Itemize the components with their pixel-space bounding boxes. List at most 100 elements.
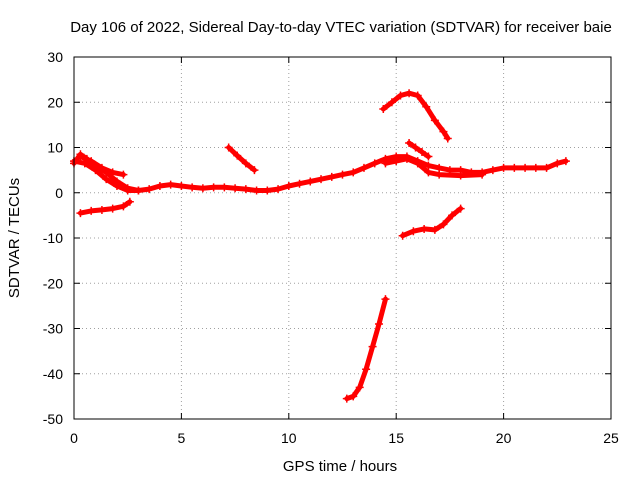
data-point-marker [112, 181, 121, 190]
data-point-marker [387, 98, 396, 107]
data-point-marker [424, 168, 433, 177]
data-point-marker [430, 225, 439, 234]
data-point-marker [424, 152, 433, 161]
data-point-marker [359, 163, 368, 172]
data-point-marker [417, 148, 426, 157]
series-arc-peak [379, 89, 452, 143]
data-point-marker [252, 186, 261, 195]
y-tick-label: 20 [47, 94, 63, 110]
data-point-marker [405, 138, 414, 147]
data-point-marker [97, 205, 106, 214]
data-point-marker [155, 181, 164, 190]
data-point-marker [411, 143, 420, 152]
series-line [344, 296, 388, 402]
series-steep-rise [342, 295, 390, 403]
data-point-marker [510, 163, 519, 172]
data-point-marker [531, 163, 540, 172]
data-point-marker [349, 168, 358, 177]
data-point-marker [368, 342, 377, 351]
data-point-marker [439, 220, 448, 229]
y-tick-label: 0 [55, 185, 63, 201]
data-point-marker [398, 231, 407, 240]
data-point-marker [422, 102, 431, 111]
data-point-marker [413, 159, 422, 168]
data-point-marker [435, 163, 444, 172]
y-axis-label: SDTVAR / TECUs [6, 178, 23, 298]
data-point-marker [542, 163, 551, 172]
x-tick-label: 5 [178, 430, 186, 446]
data-point-marker [102, 175, 111, 184]
data-point-marker [284, 181, 293, 190]
data-point-marker [263, 186, 272, 195]
data-point-marker [123, 186, 132, 195]
data-point-marker [424, 161, 433, 170]
data-point-marker [327, 172, 336, 181]
series-band-upper-left [76, 152, 128, 179]
data-point-marker [87, 157, 96, 166]
data-point-marker [317, 175, 326, 184]
series-line [406, 140, 431, 160]
data-point-marker [198, 184, 207, 193]
data-point-marker [241, 159, 250, 168]
data-point-marker [108, 168, 117, 177]
data-point-marker [220, 183, 229, 192]
data-point-marker [119, 170, 128, 179]
data-point-marker [396, 91, 405, 100]
y-tick-label: -10 [43, 230, 63, 246]
data-point-marker [375, 319, 384, 328]
y-tick-label: -40 [43, 366, 63, 382]
data-point-marker [188, 183, 197, 192]
data-point-marker [134, 186, 143, 195]
data-point-marker [478, 170, 487, 179]
data-point-marker [370, 159, 379, 168]
grid-lines [74, 57, 611, 419]
data-point-marker [108, 204, 117, 213]
data-point-marker [306, 177, 315, 186]
data-point-marker [435, 170, 444, 179]
data-point-marker [166, 180, 175, 189]
x-tick-label: 20 [496, 430, 512, 446]
data-point-marker [177, 181, 186, 190]
y-tick-label: 30 [47, 49, 63, 65]
x-tick-label: 0 [70, 430, 78, 446]
data-point-marker [87, 206, 96, 215]
x-tick-label: 25 [603, 430, 619, 446]
data-point-marker [405, 89, 414, 98]
data-point-marker [125, 197, 134, 206]
series-lower-arc [398, 204, 465, 240]
data-point-marker [521, 163, 530, 172]
data-point-marker [392, 157, 401, 166]
data-point-marker [379, 105, 388, 114]
y-tick-label: 10 [47, 140, 63, 156]
data-point-marker [499, 163, 508, 172]
data-point-marker [145, 185, 154, 194]
series-line [380, 90, 451, 141]
data-point-marker [209, 183, 218, 192]
x-axis-label: GPS time / hours [283, 458, 397, 475]
data-point-marker [456, 171, 465, 180]
data-point-marker [402, 154, 411, 163]
data-point-marker [381, 159, 390, 168]
data-point-marker [274, 185, 283, 194]
data-point-marker [561, 157, 570, 166]
x-tick-label: 10 [281, 430, 297, 446]
series-band-lower-left [70, 157, 143, 195]
series-main-band [70, 150, 570, 195]
data-point-marker [231, 184, 240, 193]
data-point-marker [355, 383, 364, 392]
data-point-marker [295, 179, 304, 188]
data-point-marker [409, 227, 418, 236]
data-point-marker [338, 170, 347, 179]
data-point-marker [76, 209, 85, 218]
data-point-marker [448, 211, 457, 220]
data-series-group [70, 89, 570, 403]
chart-title: Day 106 of 2022, Sidereal Day-to-day VTE… [70, 19, 612, 36]
data-point-marker [349, 392, 358, 401]
data-point-marker [553, 159, 562, 168]
series-short-rise [76, 197, 134, 218]
data-point-marker [91, 166, 100, 175]
data-point-marker [413, 91, 422, 100]
data-point-marker [443, 134, 452, 143]
data-point-marker [97, 163, 106, 172]
